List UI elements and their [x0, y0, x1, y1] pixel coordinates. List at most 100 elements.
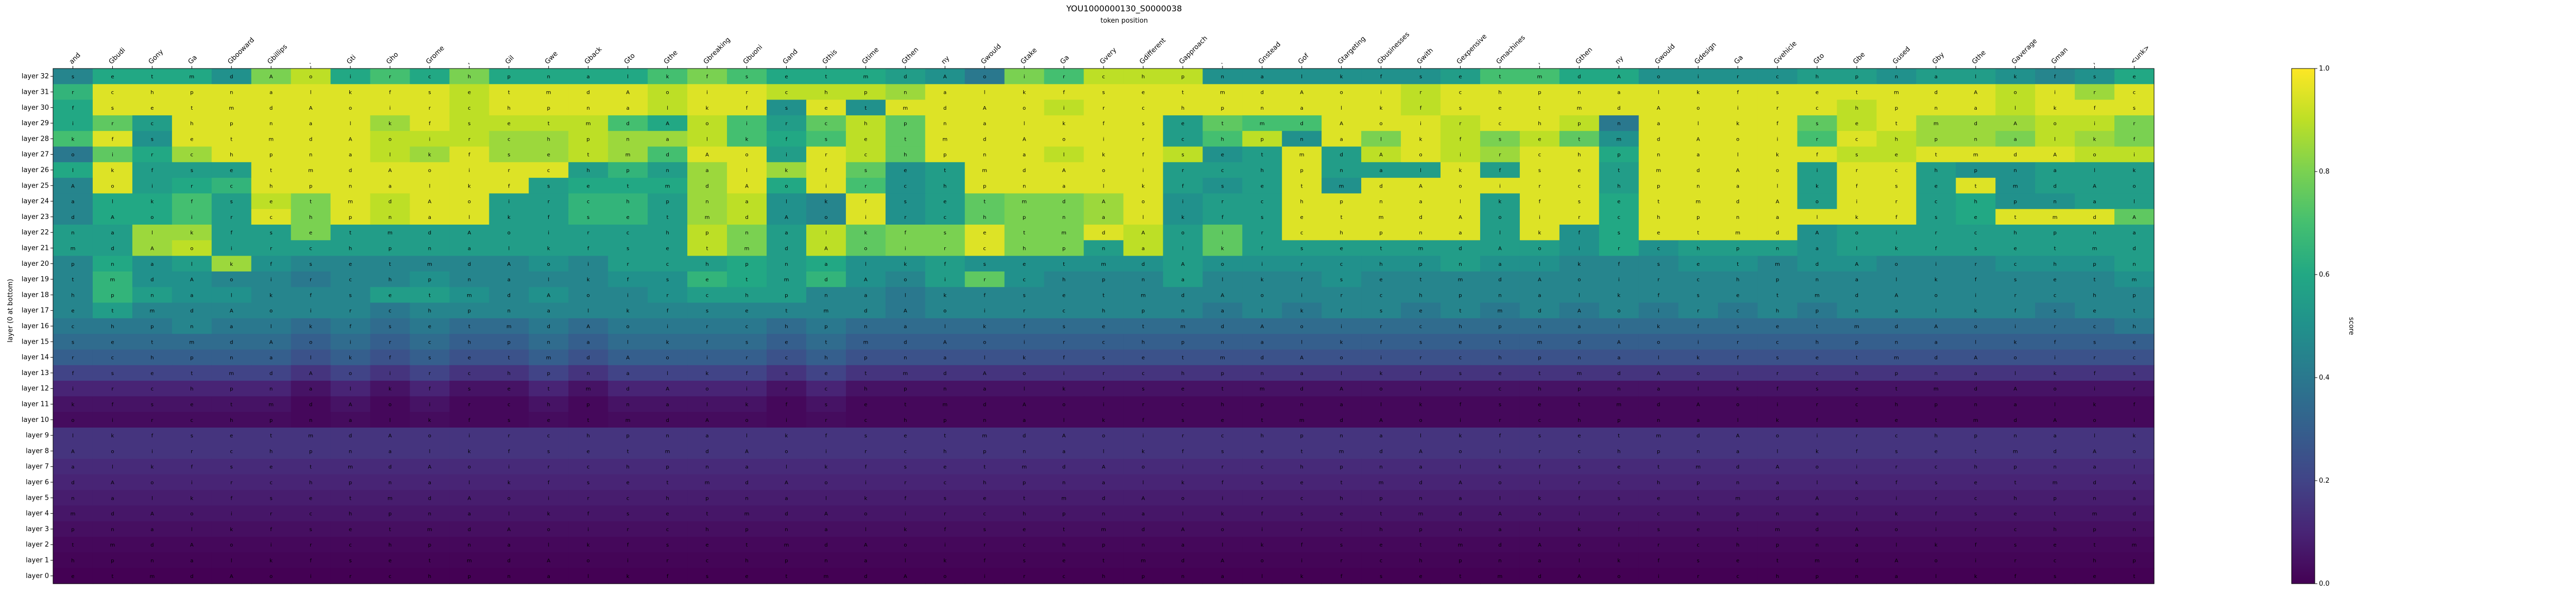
cell-annotation: a	[269, 90, 273, 95]
heatmap-cell	[1599, 69, 1639, 84]
heatmap-cell	[925, 396, 965, 413]
cell-annotation: A	[983, 371, 987, 377]
cell-annotation: c	[230, 183, 233, 189]
x-tick-label: Gti	[345, 54, 358, 66]
heatmap-cell	[568, 162, 608, 178]
cell-annotation: h	[1221, 137, 1224, 142]
heatmap-cell	[2075, 396, 2115, 413]
cell-annotation: n	[1498, 558, 1501, 564]
cell-annotation: e	[1261, 449, 1264, 454]
cell-annotation: m	[110, 277, 115, 283]
heatmap-cell	[608, 318, 648, 334]
heatmap-cell	[648, 209, 688, 225]
cell-annotation: c	[943, 480, 946, 486]
heatmap-cell	[2075, 318, 2115, 334]
cell-annotation: p	[1419, 262, 1422, 267]
cell-annotation: i	[786, 152, 787, 158]
heatmap-cell	[2075, 131, 2115, 147]
heatmap-cell	[211, 115, 252, 131]
cell-annotation: s	[468, 121, 470, 127]
cell-annotation: r	[72, 90, 74, 95]
heatmap-cell	[727, 84, 767, 100]
cell-annotation: r	[1935, 230, 1938, 236]
cell-annotation: c	[1816, 106, 1819, 111]
heatmap-cell	[1876, 427, 1917, 444]
cell-annotation: c	[825, 386, 828, 392]
heatmap-cell	[885, 349, 926, 366]
cell-annotation: e	[507, 121, 511, 127]
cell-annotation: s	[1816, 386, 1818, 392]
heatmap-cell	[568, 225, 608, 241]
cell-annotation: l	[389, 418, 391, 423]
heatmap-cell	[2075, 209, 2115, 225]
cell-annotation: i	[1935, 527, 1937, 533]
cell-annotation: c	[1142, 106, 1145, 111]
heatmap-cell	[766, 443, 807, 460]
cell-annotation: d	[349, 433, 352, 439]
heatmap-cell	[925, 162, 965, 178]
cell-annotation: t	[468, 324, 470, 330]
cell-annotation: A	[1181, 262, 1184, 267]
cell-annotation: n	[1221, 74, 1224, 80]
heatmap-cell	[766, 162, 807, 178]
cell-annotation: l	[2133, 465, 2135, 470]
heatmap-cell	[885, 365, 926, 381]
heatmap-cell	[1401, 115, 1441, 131]
cell-annotation: h	[2132, 324, 2136, 330]
cell-annotation: s	[1340, 542, 1343, 548]
heatmap-cell	[251, 427, 292, 444]
heatmap-cell	[1519, 240, 1560, 257]
cell-annotation: r	[1975, 262, 1977, 267]
cell-annotation: i	[825, 183, 827, 189]
cell-annotation: p	[269, 418, 273, 423]
heatmap-cell	[1797, 146, 1838, 163]
cell-annotation: t	[1023, 496, 1025, 501]
cell-annotation: p	[587, 402, 590, 408]
heatmap-cell	[92, 99, 133, 116]
cell-annotation: o	[666, 90, 669, 95]
cell-annotation: h	[1142, 339, 1145, 345]
cell-annotation: k	[1974, 309, 1977, 314]
cell-annotation: f	[1816, 152, 1818, 158]
heatmap-cell	[1718, 349, 1758, 366]
cell-annotation: a	[1697, 418, 1700, 423]
cell-annotation: A	[1697, 402, 1700, 408]
cell-annotation: p	[1538, 90, 1541, 95]
heatmap-cell	[53, 427, 93, 444]
cell-annotation: p	[1102, 277, 1105, 283]
cell-annotation: l	[191, 527, 193, 533]
cell-annotation: n	[428, 512, 431, 517]
cell-annotation: n	[1578, 90, 1581, 95]
cell-annotation: l	[706, 137, 708, 142]
cell-annotation: t	[2094, 277, 2096, 283]
cell-annotation: m	[268, 137, 274, 142]
cell-annotation: A	[507, 527, 511, 533]
heatmap-cell	[251, 240, 292, 257]
cell-annotation: s	[1261, 215, 1263, 220]
cell-annotation: k	[1935, 542, 1938, 548]
heatmap-cell	[1282, 302, 1322, 319]
heatmap-cell	[1837, 84, 1877, 100]
cell-annotation: p	[1261, 402, 1264, 408]
heatmap-cell	[92, 271, 133, 287]
cell-annotation: p	[2014, 465, 2017, 470]
cell-annotation: k	[547, 512, 550, 517]
cell-annotation: r	[825, 152, 827, 158]
cell-annotation: f	[587, 246, 589, 251]
cell-annotation: f	[1460, 137, 1462, 142]
heatmap-cell	[1361, 427, 1401, 444]
cell-annotation: t	[944, 168, 946, 174]
heatmap-cell	[1519, 287, 1560, 303]
heatmap-cell	[1757, 318, 1798, 334]
heatmap-cell	[1678, 69, 1719, 84]
heatmap-cell	[1718, 178, 1758, 194]
cell-annotation: i	[389, 106, 391, 111]
cell-annotation: l	[1777, 449, 1778, 454]
cell-annotation: m	[2132, 542, 2137, 548]
cell-annotation: p	[1974, 433, 1977, 439]
heatmap-cell	[132, 225, 173, 241]
heatmap-cell	[2035, 365, 2075, 381]
cell-annotation: l	[905, 293, 906, 298]
heatmap-cell	[410, 287, 450, 303]
cell-annotation: r	[270, 246, 273, 251]
